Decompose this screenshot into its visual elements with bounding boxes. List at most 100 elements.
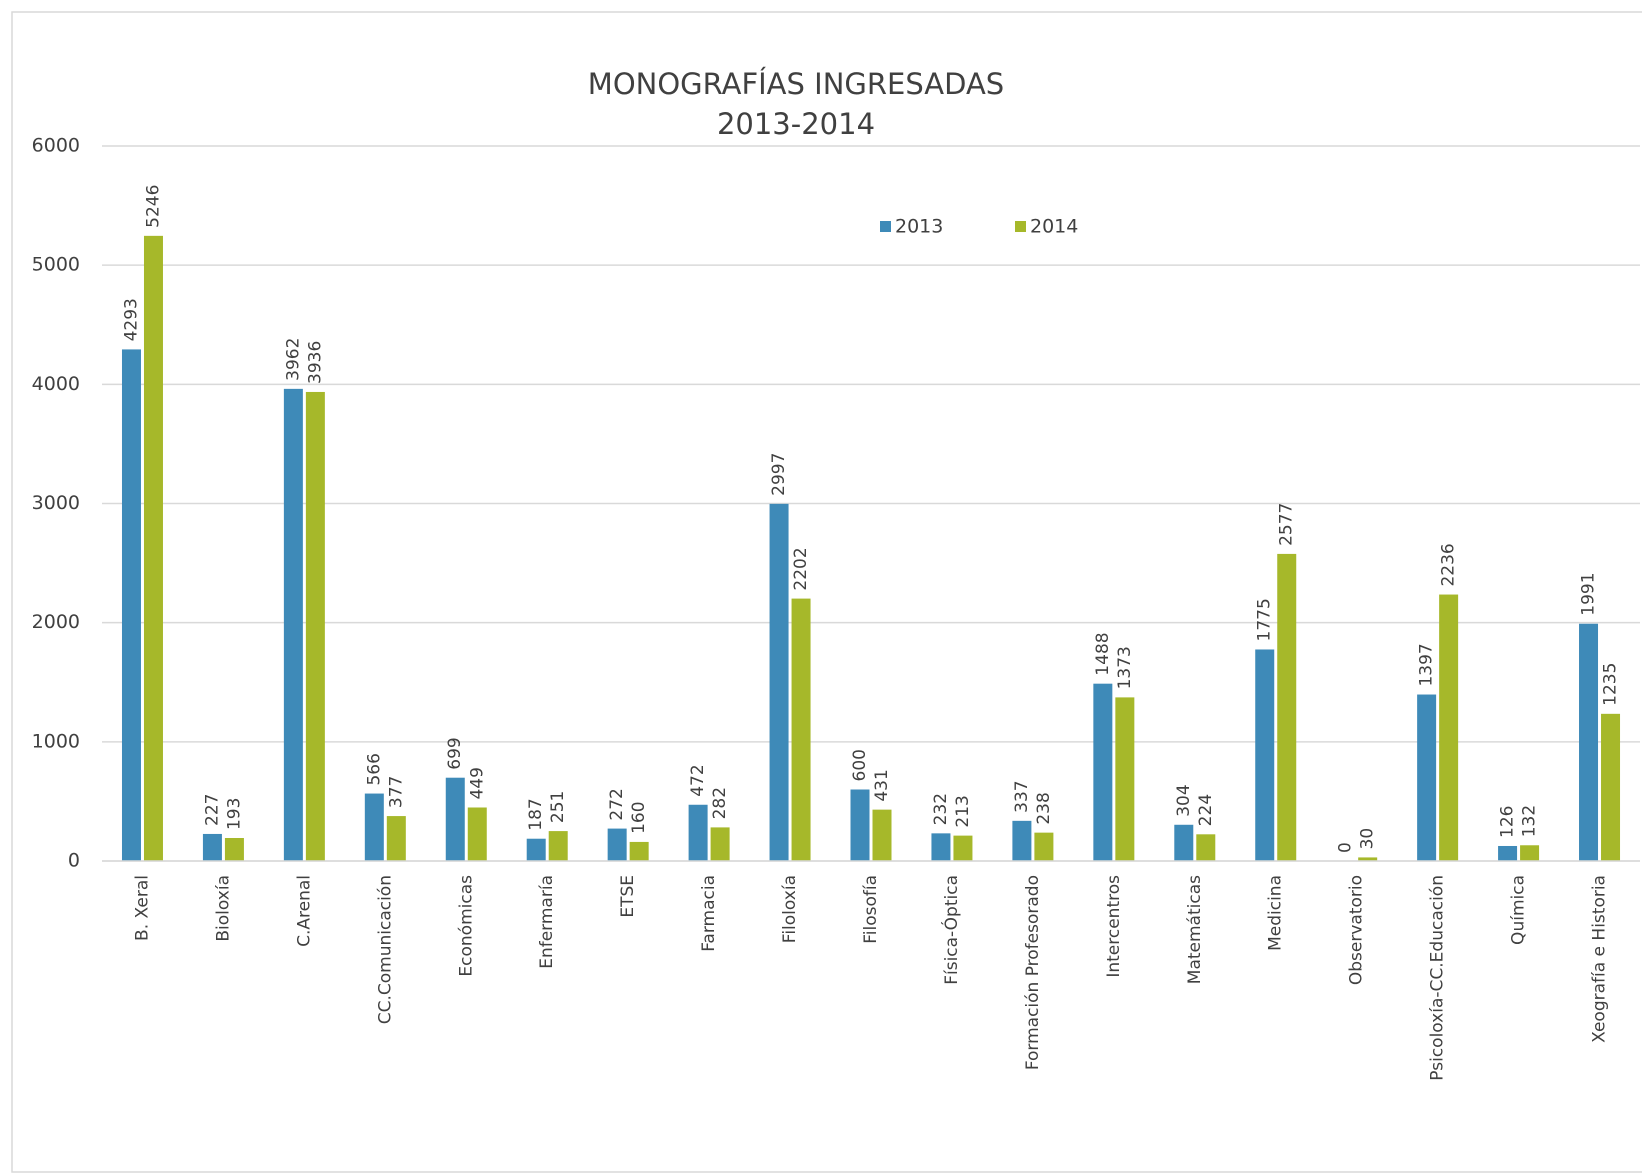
data-label: 377 (386, 776, 406, 808)
bar (1034, 832, 1054, 861)
chart-border (11, 11, 1642, 1173)
bar (305, 391, 325, 861)
bar (1579, 623, 1599, 861)
x-tick-label: Observatorio (1347, 875, 1367, 985)
data-label: 132 (1520, 805, 1540, 837)
x-tick-label: Física-Óptica (940, 875, 962, 985)
x-tick-label: Bioloxía (213, 875, 233, 942)
data-label: 1373 (1115, 646, 1135, 689)
bar (445, 777, 465, 861)
legend-label: 2013 (895, 216, 943, 238)
data-label: 193 (224, 798, 244, 830)
data-label: 3962 (283, 338, 303, 381)
data-label: 431 (872, 769, 892, 801)
y-tick-label: 3000 (32, 492, 80, 514)
bar (629, 841, 649, 861)
data-label: 2236 (1439, 543, 1459, 586)
data-label: 600 (850, 749, 870, 781)
x-tick-label: Xeografía e Historia (1590, 875, 1610, 1043)
data-label: 1991 (1579, 572, 1599, 615)
data-label: 0 (1336, 842, 1356, 853)
data-label: 238 (1034, 792, 1054, 824)
data-label: 30 (1358, 828, 1378, 850)
bar (607, 828, 627, 861)
x-tick-label: Farmacia (699, 875, 719, 952)
bar (526, 838, 546, 861)
bar (1358, 857, 1378, 861)
legend-label: 2014 (1030, 216, 1078, 238)
x-tick-label: Filosofía (861, 875, 881, 944)
x-tick-label: Psicoloxía-CC.Educación (1428, 875, 1448, 1081)
x-tick-label: Intercentros (1104, 875, 1124, 978)
bar (769, 503, 789, 861)
x-tick-label: Formación Profesorado (1023, 875, 1043, 1070)
chart-subtitle: 2013-2014 (717, 107, 875, 141)
chart-title: MONOGRAFÍAS INGRESADAS (588, 67, 1004, 101)
x-tick-label: Matemáticas (1185, 875, 1205, 984)
bar (1174, 824, 1194, 861)
data-label: 5246 (143, 185, 163, 228)
bar (364, 793, 384, 861)
y-tick-label: 6000 (32, 135, 80, 157)
bar (467, 807, 487, 861)
bar (872, 809, 892, 861)
bar (121, 349, 141, 861)
x-tick-label: ETSE (618, 875, 638, 918)
bar (1196, 834, 1216, 861)
bar (688, 804, 708, 861)
x-tick-label: Económicas (456, 875, 476, 977)
data-label: 2202 (791, 547, 811, 590)
bar (1601, 713, 1621, 861)
x-tick-label: Filoloxía (780, 875, 800, 943)
data-label: 251 (548, 791, 568, 823)
bar (283, 388, 303, 861)
bar (1012, 820, 1032, 861)
y-tick-label: 5000 (32, 254, 80, 276)
bar (850, 789, 870, 861)
bar (202, 833, 222, 861)
x-tick-label: C.Arenal (294, 875, 314, 947)
bar (224, 838, 244, 861)
bar (791, 598, 811, 861)
bar (548, 831, 568, 861)
data-label: 213 (953, 795, 973, 827)
x-tick-label: Química (1509, 875, 1529, 945)
bar (386, 816, 406, 861)
data-label: 1397 (1417, 643, 1437, 686)
bar (1255, 649, 1275, 861)
x-tick-label: B. Xeral (132, 875, 152, 941)
data-label: 187 (526, 798, 546, 830)
legend-swatch (1015, 221, 1026, 232)
data-label: 232 (931, 793, 951, 825)
bar (1093, 683, 1113, 861)
data-label: 699 (445, 737, 465, 769)
y-tick-label: 4000 (32, 373, 80, 395)
bar (143, 235, 163, 861)
data-label: 1775 (1255, 598, 1275, 641)
data-label: 472 (688, 764, 708, 796)
data-label: 3936 (305, 341, 325, 384)
bar (710, 827, 730, 861)
bar (1498, 845, 1518, 861)
data-label: 2997 (769, 453, 789, 496)
bar (953, 835, 973, 861)
x-tick-label: Enfermaría (537, 875, 557, 969)
bar (1115, 697, 1135, 861)
bar (1439, 594, 1459, 861)
data-label: 160 (629, 801, 649, 833)
data-label: 272 (607, 788, 627, 820)
data-label: 304 (1174, 784, 1194, 816)
data-label: 126 (1498, 806, 1518, 838)
legend-swatch (880, 221, 891, 232)
bar (931, 833, 951, 861)
data-label: 4293 (121, 298, 141, 341)
bar (1520, 845, 1540, 861)
data-label: 449 (467, 767, 487, 799)
data-label: 337 (1012, 780, 1032, 812)
data-label: 566 (364, 753, 384, 785)
data-label: 2577 (1277, 503, 1297, 546)
data-label: 282 (710, 787, 730, 819)
y-tick-label: 0 (68, 850, 80, 872)
y-tick-label: 2000 (32, 611, 80, 633)
